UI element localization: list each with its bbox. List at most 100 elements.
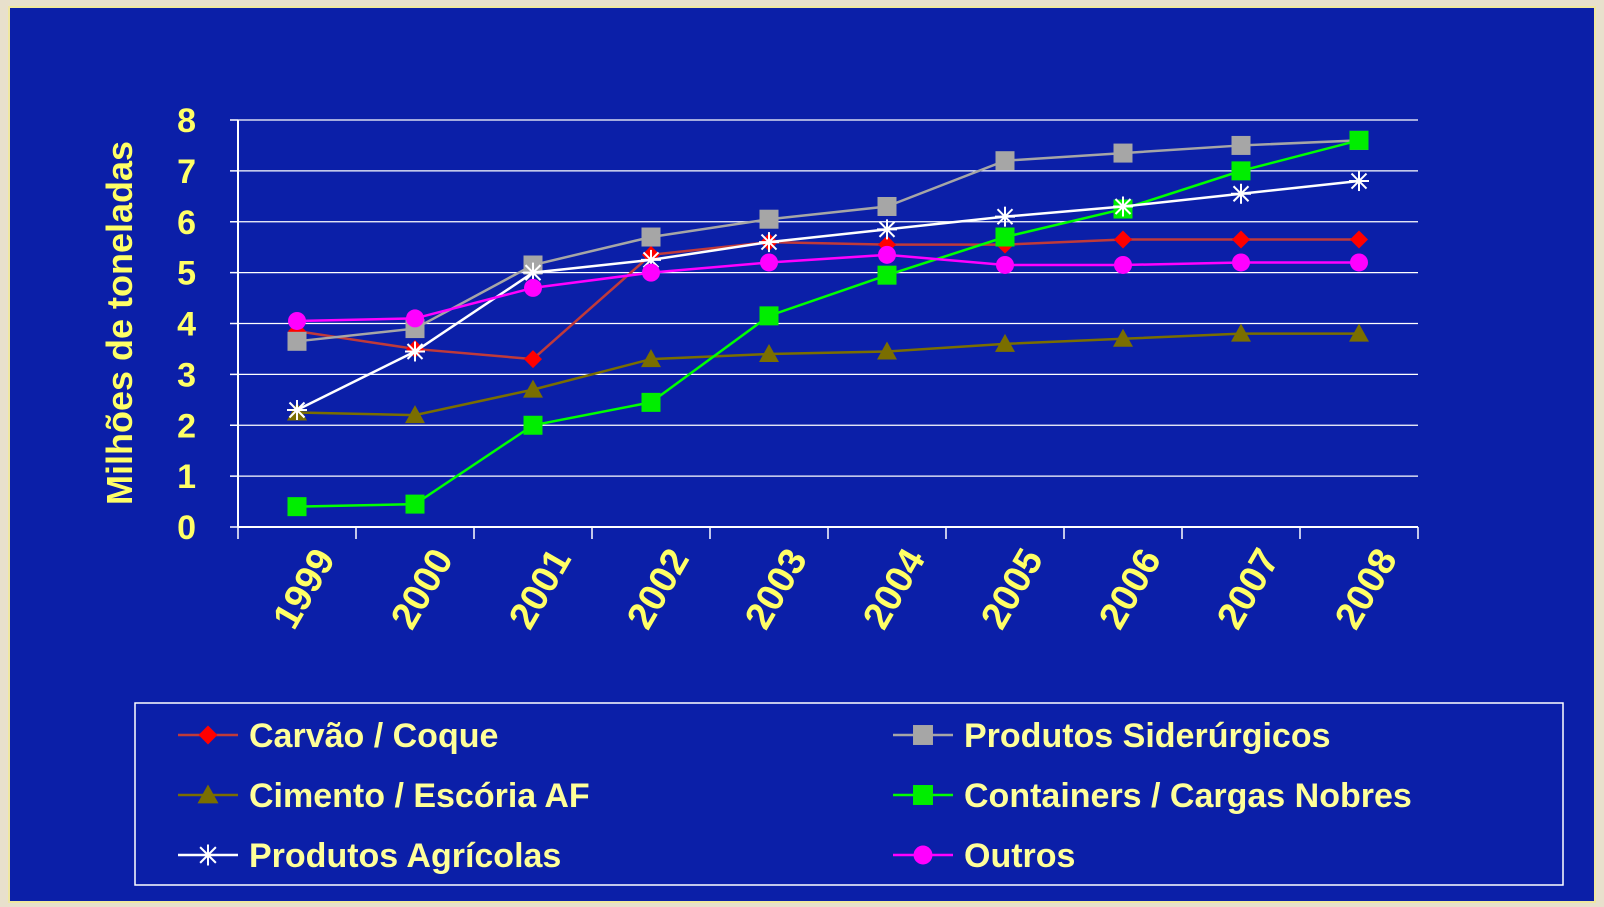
x-tick-label: 2000 bbox=[383, 542, 462, 636]
data-point bbox=[1231, 323, 1251, 342]
legend-label: Outros bbox=[964, 837, 1075, 875]
data-point bbox=[1349, 130, 1369, 150]
data-point bbox=[197, 784, 219, 804]
data-point bbox=[759, 232, 779, 253]
gridlines bbox=[238, 119, 1418, 477]
y-tick-label: 0 bbox=[177, 509, 196, 547]
y-axis-ticks: 0 1 2 3 4 5 6 7 8 bbox=[177, 102, 238, 547]
data-point bbox=[913, 725, 933, 745]
data-point bbox=[1350, 253, 1368, 272]
data-point bbox=[287, 399, 307, 420]
series bbox=[287, 323, 1369, 424]
data-point bbox=[523, 379, 543, 398]
series-line bbox=[296, 253, 1359, 323]
legend-label: Cimento / Escória AF bbox=[249, 777, 590, 815]
data-point bbox=[1113, 328, 1133, 347]
data-point bbox=[524, 278, 542, 297]
legend-label: Produtos Agrícolas bbox=[249, 837, 561, 875]
x-tick-label: 2006 bbox=[1091, 542, 1170, 636]
data-point bbox=[287, 497, 307, 517]
chart-panel bbox=[8, 6, 1596, 903]
data-point bbox=[877, 219, 897, 240]
data-point bbox=[913, 785, 933, 805]
data-point bbox=[641, 349, 661, 368]
legend-box bbox=[134, 702, 1564, 886]
data-point bbox=[759, 306, 779, 326]
data-point bbox=[197, 844, 219, 866]
x-tick-label: 2002 bbox=[619, 542, 698, 636]
data-point bbox=[877, 196, 897, 216]
data-point bbox=[878, 245, 896, 264]
data-point bbox=[995, 151, 1015, 171]
data-point bbox=[996, 255, 1014, 274]
x-tick-label: 2003 bbox=[737, 542, 816, 636]
data-point bbox=[759, 209, 779, 229]
data-point bbox=[288, 311, 306, 330]
data-point bbox=[877, 265, 897, 285]
legend-item: Containers / Cargas Nobres bbox=[893, 777, 1412, 815]
data-point bbox=[1231, 161, 1251, 181]
x-axis-ticks: 1999 2000 2001 2002 2003 2004 2005 2006 2007 2008 bbox=[237, 527, 1419, 636]
data-point bbox=[759, 344, 779, 363]
data-point bbox=[641, 392, 661, 412]
data-point bbox=[1232, 230, 1250, 249]
y-tick-label: 6 bbox=[177, 204, 196, 242]
x-tick-label: 1999 bbox=[265, 542, 344, 636]
y-tick-label: 4 bbox=[177, 306, 196, 344]
series bbox=[287, 171, 1369, 420]
data-point bbox=[1350, 230, 1368, 249]
legend-item: Produtos Agrícolas bbox=[178, 837, 561, 875]
y-axis-title: Milhões de toneladas bbox=[99, 141, 140, 505]
series-line bbox=[296, 179, 1360, 412]
data-point bbox=[524, 350, 542, 369]
data-point bbox=[995, 333, 1015, 352]
data-point bbox=[1113, 143, 1133, 163]
y-tick-label: 3 bbox=[177, 356, 196, 394]
y-tick-label: 2 bbox=[177, 407, 196, 445]
legend-item: Produtos Siderúrgicos bbox=[893, 717, 1331, 755]
data-point bbox=[995, 206, 1015, 227]
legend-item: Outros bbox=[893, 837, 1075, 875]
data-point bbox=[406, 309, 424, 328]
y-tick-label: 5 bbox=[177, 255, 196, 293]
data-point bbox=[1349, 171, 1369, 192]
data-point bbox=[405, 405, 425, 424]
y-tick-label: 7 bbox=[177, 153, 196, 191]
x-tick-label: 2001 bbox=[501, 542, 580, 636]
x-tick-label: 2008 bbox=[1327, 542, 1406, 636]
series-line bbox=[296, 139, 1360, 343]
legend: Carvão / Coque Produtos Siderúrgicos Cimen… bbox=[134, 702, 1564, 886]
data-point bbox=[1113, 196, 1133, 217]
data-point bbox=[1231, 135, 1251, 155]
legend-label: Carvão / Coque bbox=[249, 717, 498, 755]
legend-item: Carvão / Coque bbox=[178, 717, 498, 755]
data-point bbox=[1114, 255, 1132, 274]
data-point bbox=[405, 494, 425, 514]
data-point bbox=[1231, 183, 1251, 204]
x-tick-label: 2005 bbox=[973, 542, 1052, 636]
data-point bbox=[198, 725, 218, 745]
data-point bbox=[642, 263, 660, 282]
series bbox=[288, 230, 1368, 369]
data-point bbox=[1349, 323, 1369, 342]
data-point bbox=[877, 341, 897, 360]
series-line bbox=[296, 139, 1360, 508]
data-point bbox=[287, 331, 307, 351]
legend-label: Produtos Siderúrgicos bbox=[964, 717, 1331, 755]
data-point bbox=[995, 227, 1015, 247]
data-point bbox=[523, 415, 543, 435]
series-line bbox=[296, 238, 1359, 361]
data-point bbox=[641, 227, 661, 247]
y-tick-label: 1 bbox=[177, 458, 196, 496]
x-tick-label: 2004 bbox=[855, 542, 934, 636]
data-point bbox=[1114, 230, 1132, 249]
data-point bbox=[913, 845, 933, 865]
data-point bbox=[523, 262, 543, 283]
series-line bbox=[296, 332, 1359, 417]
series bbox=[287, 130, 1369, 351]
data-point bbox=[1232, 253, 1250, 272]
series bbox=[287, 130, 1369, 517]
y-tick-label: 8 bbox=[177, 102, 196, 140]
series bbox=[288, 245, 1368, 330]
